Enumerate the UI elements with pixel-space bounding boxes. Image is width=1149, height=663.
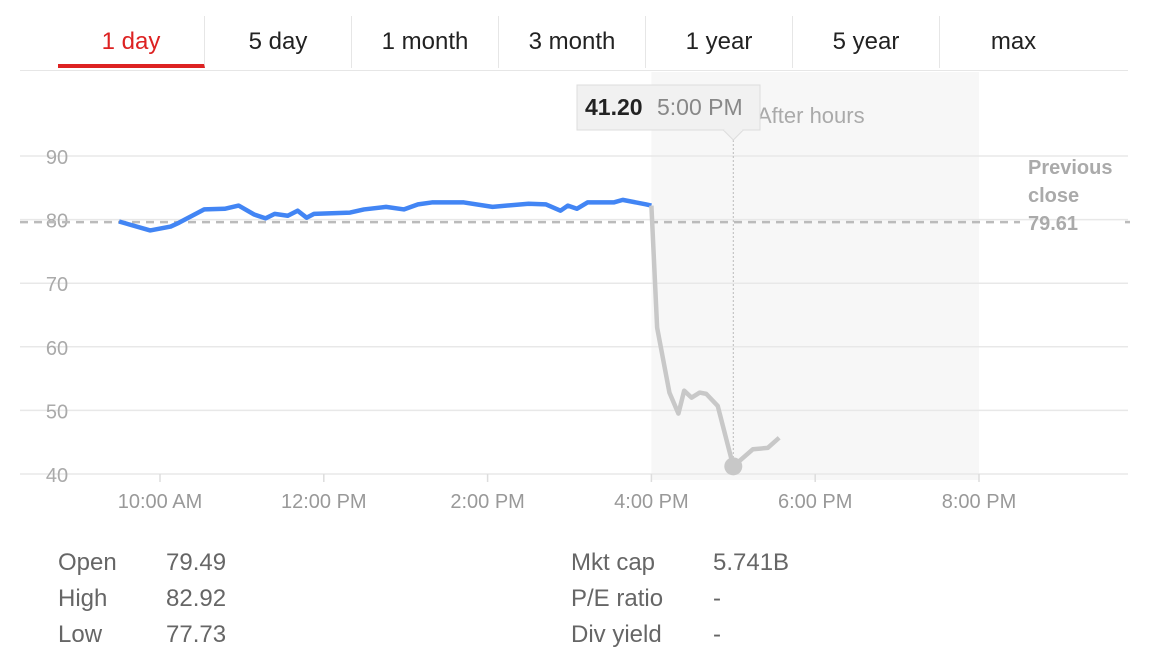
price-chart[interactable]: 40 50 60 70 80 90 10:00 AM 12:00 PM 2:00 PM 4:00 … [0,0,1149,530]
previous-close-label: Previous [1028,157,1112,179]
tooltip-time: 5:00 PM [657,94,743,120]
tab-max[interactable]: max [990,28,1037,55]
y-tick-label: 50 [46,401,68,423]
x-tick-label: 12:00 PM [281,491,367,513]
tooltip-pointer-cover [724,128,743,131]
stat-label-pe-ratio: P/E ratio [571,585,664,612]
tab-1-month[interactable]: 1 month [352,16,499,68]
stat-value-low: 77.73 [166,621,227,648]
stat-value-high: 82.92 [166,585,227,612]
y-tick-label: 70 [46,274,68,296]
x-tick-label: 6:00 PM [778,491,852,513]
stat-value-mkt-cap: 5.741B [713,549,790,576]
stat-label-high: High [58,585,108,612]
regular-price-line [118,197,652,233]
x-tick-label: 4:00 PM [614,491,688,513]
y-tick-label: 40 [46,465,68,487]
x-tick-label: 10:00 AM [118,491,203,513]
tab-1-year[interactable]: 1 year [646,16,793,68]
tooltip-price: 41.20 [585,94,643,120]
tab-3-month[interactable]: 3 month [499,16,646,68]
tab-5-year[interactable]: 5 year [793,16,940,68]
range-tabs: 1 day 5 day 1 month 3 month 1 year 5 yea… [58,16,1087,68]
y-tick-label: 60 [46,338,68,360]
tab-5-day[interactable]: 5 day [205,16,352,68]
after_hours-price-line [649,205,781,469]
y-tick-label: 90 [46,147,68,169]
stat-label-open: Open [58,549,117,576]
stat-value-div-yield: - [713,621,721,648]
after-hours-region [651,72,979,480]
tooltip-box [576,84,761,131]
stat-value-pe-ratio: - [713,585,721,612]
y-tick-label: 80 [46,211,68,233]
stat-label-mkt-cap: Mkt cap [571,549,656,576]
stat-value-open: 79.49 [166,549,227,576]
tabs-divider [20,70,1128,71]
stat-label-low: Low [58,621,103,648]
previous-close-value: 79.61 [1028,213,1078,235]
after-hours-label: After hours [757,103,865,128]
x-tick-label: 8:00 PM [942,491,1016,513]
previous-close-label: close [1028,185,1079,207]
tab-1-day[interactable]: 1 day [58,16,205,68]
hover-point [724,457,743,476]
x-tick-label: 2:00 PM [450,491,524,513]
stat-label-div-yield: Div yield [571,621,662,648]
